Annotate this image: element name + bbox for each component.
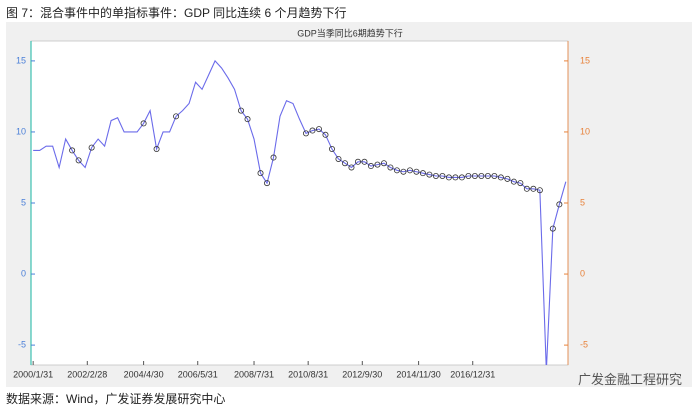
marker	[549, 225, 556, 232]
marker	[140, 120, 147, 127]
plot-content	[33, 59, 567, 365]
marker	[341, 160, 348, 167]
marker	[153, 145, 160, 152]
marker	[238, 107, 245, 114]
marker	[426, 171, 433, 178]
chart-title: GDP当季同比6期趋势下行	[297, 27, 403, 38]
marker	[302, 130, 309, 137]
marker	[471, 172, 478, 179]
caption: 图 7：混合事件中的单指标事件：GDP 同比连续 6 个月趋势下行	[6, 6, 347, 20]
marker	[88, 144, 95, 151]
y-tick-label: 0	[21, 268, 26, 278]
marker	[536, 187, 543, 194]
x-tick-label: 2016/12/31	[450, 369, 495, 379]
marker	[439, 172, 446, 179]
marker	[406, 167, 413, 174]
x-tick-label: 2012/9/30	[342, 369, 382, 379]
x-tick-label: 2014/11/30	[396, 369, 440, 379]
marker	[491, 172, 498, 179]
x-tick-label: 2010/8/31	[288, 369, 328, 379]
marker	[452, 174, 459, 181]
marker	[556, 201, 563, 208]
marker	[270, 154, 277, 161]
marker	[315, 126, 322, 133]
x-tick-label: 2002/2/28	[67, 369, 107, 379]
marker	[69, 147, 76, 154]
marker	[75, 157, 82, 164]
y2-tick-label: 5	[580, 197, 585, 207]
x-tick-label: 2006/5/31	[178, 369, 218, 379]
marker	[478, 172, 485, 179]
source-note: 数据来源：Wind，广发证券发展研究中心	[6, 392, 226, 406]
marker	[458, 174, 465, 181]
marker	[465, 172, 472, 179]
marker	[380, 160, 387, 167]
x-tick-label: 2004/4/30	[124, 369, 164, 379]
marker	[374, 161, 381, 168]
marker	[309, 127, 316, 134]
marker	[445, 174, 452, 181]
y-tick-label: 5	[21, 197, 26, 207]
marker	[264, 180, 271, 187]
y2-tick-label: 10	[580, 126, 590, 136]
y2-tick-label: -5	[580, 339, 588, 349]
marker	[517, 180, 524, 187]
plot-area	[30, 40, 569, 366]
marker	[504, 175, 511, 182]
data-line	[33, 59, 567, 365]
marker	[354, 158, 361, 165]
marker	[413, 168, 420, 175]
marker	[400, 168, 407, 175]
marker	[393, 167, 400, 174]
watermark: 广发金融工程研究	[577, 372, 682, 387]
marker	[523, 185, 530, 192]
marker	[432, 172, 439, 179]
y2-tick-label: 0	[580, 268, 585, 278]
y2-tick-label: 15	[580, 55, 590, 65]
y-tick-label: 15	[16, 55, 26, 65]
marker	[257, 170, 264, 177]
marker	[328, 145, 335, 152]
marker	[484, 172, 491, 179]
marker	[387, 164, 394, 171]
marker	[497, 174, 504, 181]
marker	[348, 164, 355, 171]
marker	[510, 178, 517, 185]
marker	[173, 113, 180, 120]
marker	[367, 163, 374, 170]
x-tick-label: 2000/1/31	[13, 369, 53, 379]
x-tick-label: 2008/7/31	[234, 369, 274, 379]
marker	[322, 131, 329, 138]
marker	[244, 116, 251, 123]
marker	[419, 170, 426, 177]
marker	[335, 155, 342, 162]
y-tick-label: -5	[18, 339, 26, 349]
y-tick-label: 10	[16, 126, 26, 136]
marker	[530, 185, 537, 192]
marker	[361, 158, 368, 165]
